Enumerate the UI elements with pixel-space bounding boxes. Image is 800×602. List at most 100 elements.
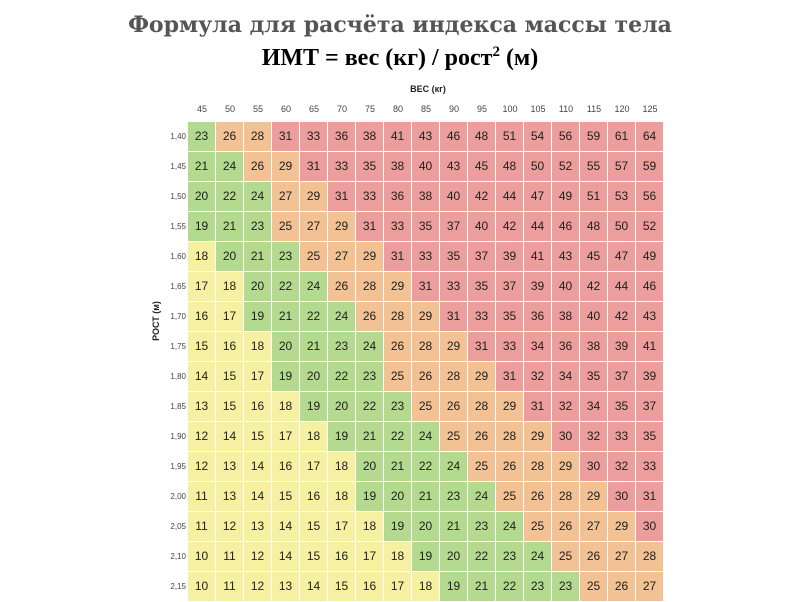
heatmap-cell: 19	[300, 392, 328, 422]
heatmap-cell: 15	[300, 512, 328, 542]
heatmap-cell: 48	[580, 212, 608, 242]
y-tick-label: 1,85	[170, 402, 186, 411]
heatmap-cell: 23	[272, 242, 300, 272]
heatmap-cell: 33	[384, 212, 412, 242]
y-tick-label: 1,55	[170, 222, 186, 231]
heatmap-cell: 24	[440, 452, 468, 482]
heatmap-cell: 20	[328, 392, 356, 422]
heatmap-cell: 26	[244, 152, 272, 182]
heatmap-cell: 20	[440, 542, 468, 572]
x-tick-label: 95	[476, 104, 487, 114]
x-tick-label: 90	[448, 104, 459, 114]
y-tick-label: 2,15	[170, 582, 186, 591]
heatmap-cell: 11	[216, 542, 244, 572]
heatmap-cell: 43	[552, 242, 580, 272]
heatmap-cell: 23	[188, 122, 216, 152]
heatmap-cell: 25	[524, 512, 552, 542]
heatmap-cell: 31	[384, 242, 412, 272]
heatmap-cell: 16	[216, 332, 244, 362]
heatmap-cell: 32	[608, 452, 636, 482]
heatmap-cell: 48	[468, 122, 496, 152]
heatmap-cell: 43	[440, 152, 468, 182]
heatmap-cell: 28	[496, 422, 524, 452]
y-tick-label: 1,60	[170, 252, 186, 261]
y-tick-label: 2,05	[170, 522, 186, 531]
heatmap-cell: 43	[412, 122, 440, 152]
heatmap-cell: 37	[468, 242, 496, 272]
x-tick-label: 110	[558, 104, 574, 114]
heatmap-cell: 41	[384, 122, 412, 152]
heatmap-cell: 19	[412, 542, 440, 572]
heatmap-cell: 27	[636, 572, 664, 602]
heatmap-cell: 13	[188, 392, 216, 422]
formula-superscript: 2	[492, 44, 500, 60]
heatmap-cell: 52	[552, 152, 580, 182]
heatmap-cell: 20	[244, 272, 272, 302]
x-tick-label: 125	[642, 104, 658, 114]
heatmap-cell: 40	[412, 152, 440, 182]
heatmap-cell: 25	[496, 482, 524, 512]
heatmap-cell: 35	[608, 392, 636, 422]
heatmap-cell: 22	[384, 422, 412, 452]
heatmap-cell: 24	[300, 272, 328, 302]
heatmap-cell: 10	[188, 572, 216, 602]
heatmap-cell: 15	[300, 542, 328, 572]
heatmap-cell: 18	[188, 242, 216, 272]
y-tick-label: 1,80	[170, 372, 186, 381]
heatmap-cell: 16	[272, 452, 300, 482]
heatmap-cell: 26	[496, 452, 524, 482]
heatmap-cell: 39	[524, 272, 552, 302]
heatmap-cell: 20	[216, 242, 244, 272]
heatmap-cell: 32	[524, 362, 552, 392]
heatmap-cell: 50	[524, 152, 552, 182]
heatmap-cell: 27	[608, 542, 636, 572]
heatmap-cell: 19	[328, 422, 356, 452]
heatmap-cell: 34	[552, 362, 580, 392]
heatmap-cell: 38	[580, 332, 608, 362]
heatmap-cell: 40	[468, 212, 496, 242]
heatmap-cell: 17	[244, 362, 272, 392]
heatmap-cell: 25	[300, 242, 328, 272]
heatmap-cell: 15	[272, 482, 300, 512]
heatmap-cell: 39	[608, 332, 636, 362]
heatmap-cell: 40	[580, 302, 608, 332]
heatmap-cell: 10	[188, 542, 216, 572]
heatmap-cell: 21	[468, 572, 496, 602]
heatmap-cell: 15	[244, 422, 272, 452]
heatmap-cell: 13	[216, 452, 244, 482]
heatmap-cell: 20	[412, 512, 440, 542]
heatmap-cell: 28	[356, 272, 384, 302]
heatmap-cell: 25	[412, 392, 440, 422]
heatmap-cell: 27	[272, 182, 300, 212]
heatmap-cell: 49	[552, 182, 580, 212]
heatmap-cell: 33	[356, 182, 384, 212]
heatmap-cell: 45	[580, 242, 608, 272]
x-tick-label: 85	[420, 104, 431, 114]
heatmap-cell: 18	[384, 542, 412, 572]
heatmap-cell: 31	[328, 182, 356, 212]
heatmap-cell: 13	[216, 482, 244, 512]
x-tick-label: 75	[364, 104, 375, 114]
heatmap-cell: 31	[636, 482, 664, 512]
heatmap-cell: 31	[412, 272, 440, 302]
heatmap-cell: 54	[524, 122, 552, 152]
heatmap-cell: 18	[300, 422, 328, 452]
heatmap-cell: 26	[356, 302, 384, 332]
y-tick-label: 1,90	[170, 432, 186, 441]
heatmap-cell: 46	[636, 272, 664, 302]
y-tick-label: 2,10	[170, 552, 186, 561]
heatmap-cell: 29	[356, 242, 384, 272]
heatmap-cell: 28	[468, 392, 496, 422]
heatmap-cell: 42	[496, 212, 524, 242]
heatmap-cell: 20	[384, 482, 412, 512]
heatmap-cell: 38	[552, 302, 580, 332]
heatmap-cell: 29	[608, 512, 636, 542]
heatmap-cell: 26	[440, 392, 468, 422]
heatmap-cell: 19	[188, 212, 216, 242]
heatmap-cell: 31	[272, 122, 300, 152]
heatmap-cell: 14	[244, 452, 272, 482]
heatmap-cell: 17	[328, 512, 356, 542]
heatmap-cell: 29	[272, 152, 300, 182]
heatmap-cell: 23	[524, 572, 552, 602]
heatmap-cell: 29	[328, 212, 356, 242]
